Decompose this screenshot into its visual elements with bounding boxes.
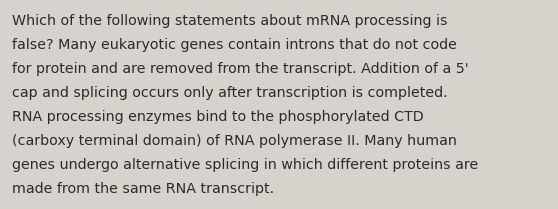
- Text: RNA processing enzymes bind to the phosphorylated CTD: RNA processing enzymes bind to the phosp…: [12, 110, 424, 124]
- Text: (carboxy terminal domain) of RNA polymerase II. Many human: (carboxy terminal domain) of RNA polymer…: [12, 134, 457, 148]
- Text: cap and splicing occurs only after transcription is completed.: cap and splicing occurs only after trans…: [12, 86, 448, 100]
- Text: Which of the following statements about mRNA processing is: Which of the following statements about …: [12, 14, 448, 28]
- Text: false? Many eukaryotic genes contain introns that do not code: false? Many eukaryotic genes contain int…: [12, 38, 457, 52]
- Text: made from the same RNA transcript.: made from the same RNA transcript.: [12, 182, 274, 196]
- Text: genes undergo alternative splicing in which different proteins are: genes undergo alternative splicing in wh…: [12, 158, 478, 172]
- Text: for protein and are removed from the transcript. Addition of a 5': for protein and are removed from the tra…: [12, 62, 469, 76]
